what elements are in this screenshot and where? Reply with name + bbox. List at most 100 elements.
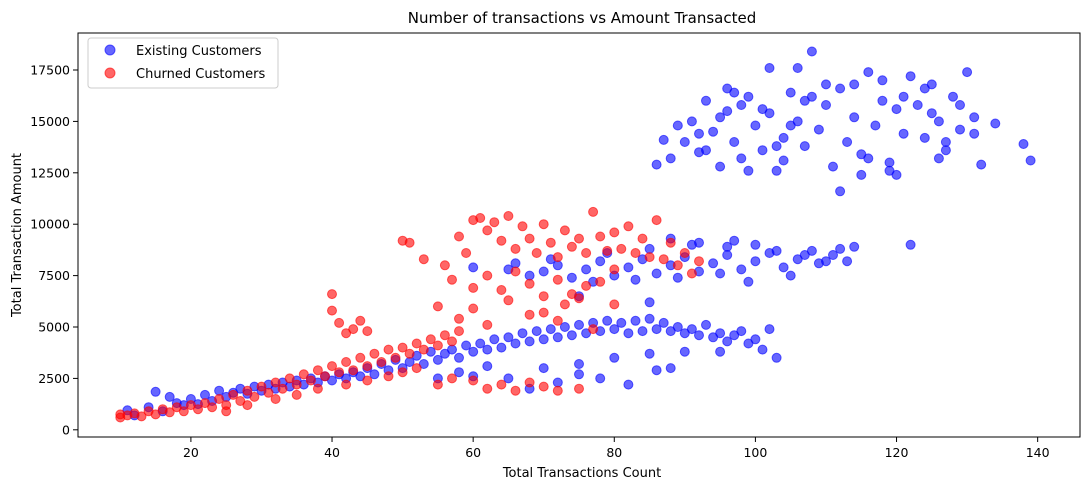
data-point (552, 274, 563, 285)
data-point (334, 367, 345, 378)
data-point (990, 118, 1001, 129)
data-point (362, 361, 373, 372)
legend-label-churned: Churned Customers (136, 67, 265, 82)
x-tick-label: 20 (183, 445, 199, 460)
data-point (524, 270, 535, 281)
data-point (729, 235, 740, 246)
data-point (799, 250, 810, 260)
data-point (411, 338, 422, 349)
data-point (574, 319, 584, 330)
y-tick-label: 17500 (30, 63, 70, 78)
data-point (919, 83, 930, 94)
data-point (390, 352, 401, 363)
data-point (454, 231, 464, 242)
data-point (609, 264, 620, 275)
data-point (679, 248, 690, 258)
data-point (799, 95, 810, 106)
data-point (496, 379, 507, 390)
data-point (566, 330, 577, 341)
data-point (207, 402, 218, 413)
data-point (489, 334, 500, 345)
data-point (369, 369, 380, 380)
data-point (510, 243, 521, 254)
data-point (432, 340, 443, 351)
data-point (609, 227, 620, 238)
data-point (178, 406, 189, 417)
data-point (644, 297, 655, 308)
data-point (750, 120, 761, 131)
data-point (736, 326, 747, 337)
data-point (644, 348, 655, 359)
data-point (538, 381, 549, 392)
data-point (447, 274, 457, 285)
data-point (976, 159, 987, 170)
data-point (559, 299, 570, 310)
data-point (743, 276, 754, 287)
data-point (482, 383, 493, 394)
data-point (284, 373, 295, 384)
data-point (242, 400, 253, 411)
data-point (623, 262, 634, 273)
data-point (348, 324, 359, 335)
x-tick-label: 40 (324, 445, 340, 460)
data-point (214, 394, 225, 404)
data-point (750, 256, 761, 267)
data-point (651, 324, 662, 335)
data-point (849, 79, 860, 90)
data-point (164, 391, 175, 402)
data-point (588, 206, 599, 217)
data-point (531, 248, 542, 258)
data-point (383, 344, 394, 355)
series-existing-customers (122, 46, 1036, 421)
data-point (771, 165, 782, 176)
data-point (425, 334, 436, 345)
data-point (686, 239, 697, 250)
data-point (362, 375, 373, 386)
data-point (651, 268, 662, 279)
data-point (574, 369, 584, 380)
data-point (792, 63, 803, 73)
data-point (729, 137, 740, 147)
legend-marker-churned (104, 67, 116, 79)
data-point (898, 91, 909, 102)
data-point (884, 165, 895, 176)
data-point (482, 361, 493, 372)
data-point (482, 225, 493, 236)
legend-box (87, 37, 279, 89)
data-point (461, 248, 472, 258)
data-point (552, 315, 563, 326)
data-point (263, 387, 274, 398)
y-tick-label: 15000 (30, 114, 70, 129)
data-point (962, 67, 973, 78)
data-point (327, 289, 337, 300)
data-point (686, 268, 697, 279)
data-point (517, 328, 528, 339)
data-point (806, 46, 817, 57)
data-point (341, 379, 352, 390)
data-point (418, 254, 429, 265)
data-point (715, 346, 726, 357)
data-point (327, 305, 337, 316)
data-point (679, 346, 690, 357)
data-point (821, 100, 831, 110)
data-point (609, 352, 620, 363)
data-point (447, 373, 457, 384)
data-point (454, 326, 464, 337)
data-point (630, 274, 641, 285)
data-point (348, 365, 359, 376)
data-point (574, 293, 584, 304)
data-point (291, 379, 302, 390)
data-point (736, 153, 747, 164)
data-point (651, 159, 662, 170)
data-point (828, 161, 838, 172)
data-point (602, 315, 613, 326)
data-point (623, 221, 634, 232)
data-point (665, 363, 676, 374)
data-point (489, 217, 500, 228)
data-point (743, 91, 754, 102)
y-tick-label: 5000 (38, 320, 70, 335)
data-point (242, 385, 253, 396)
data-point (581, 248, 592, 258)
data-point (630, 315, 641, 326)
